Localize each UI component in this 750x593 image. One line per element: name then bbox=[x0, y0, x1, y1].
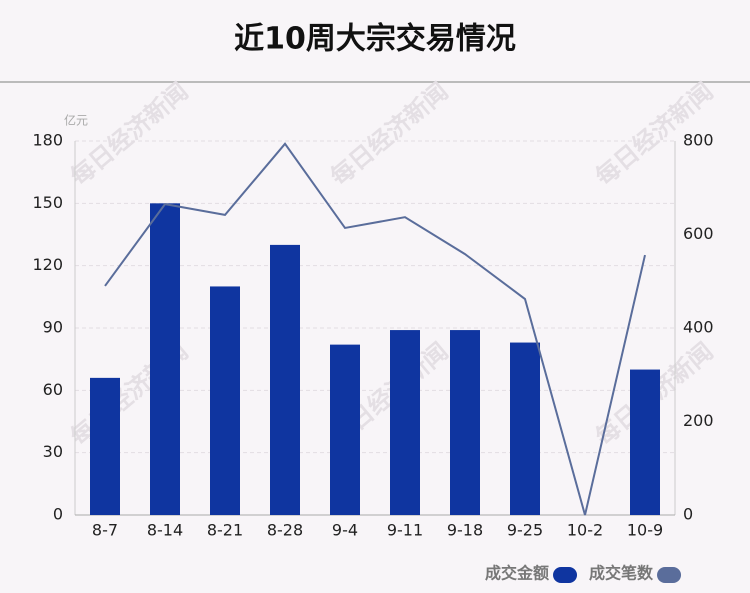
y-tick-label: 90 bbox=[43, 318, 63, 337]
x-tick-label: 8-14 bbox=[147, 521, 183, 540]
x-tick-label: 9-11 bbox=[387, 521, 423, 540]
y2-tick-label: 600 bbox=[683, 224, 714, 243]
y-tick-label: 150 bbox=[32, 193, 63, 212]
line bbox=[104, 142, 646, 516]
bar bbox=[270, 244, 300, 515]
bar bbox=[510, 342, 540, 515]
x-tick-label: 8-7 bbox=[92, 521, 118, 540]
x-tick-label: 8-21 bbox=[207, 521, 243, 540]
legend-swatch bbox=[657, 567, 682, 583]
y-tick-label: 180 bbox=[32, 131, 63, 150]
y-tick-label: 120 bbox=[32, 255, 63, 274]
legend-swatch bbox=[553, 567, 578, 583]
bar bbox=[90, 377, 120, 515]
x-tick-label: 9-4 bbox=[332, 521, 358, 540]
header-bg bbox=[0, 0, 750, 82]
y-tick-label: 30 bbox=[43, 442, 63, 461]
watermark: 每日经济新闻 bbox=[65, 77, 193, 191]
x-tick-label: 10-2 bbox=[567, 521, 603, 540]
x-tick-label: 8-28 bbox=[267, 521, 303, 540]
x-tick-label: 10-9 bbox=[627, 521, 663, 540]
bar bbox=[150, 203, 180, 516]
y-tick-label: 0 bbox=[53, 505, 63, 524]
chart-title: 近10周大宗交易情况 bbox=[234, 22, 516, 57]
legend-label: 成交金额 bbox=[485, 564, 549, 583]
bar bbox=[390, 330, 420, 515]
y2-tick-label: 400 bbox=[683, 318, 714, 337]
y-tick-label: 60 bbox=[43, 380, 63, 399]
y2-tick-label: 200 bbox=[683, 411, 714, 430]
x-tick-label: 9-18 bbox=[447, 521, 483, 540]
y2-tick-label: 0 bbox=[683, 505, 693, 524]
bar bbox=[630, 369, 660, 515]
y2-tick-label: 800 bbox=[683, 131, 714, 150]
bar bbox=[330, 344, 360, 515]
legend-label: 成交笔数 bbox=[589, 564, 654, 583]
y-axis-unit: 亿元 bbox=[64, 113, 88, 128]
bar bbox=[450, 330, 480, 515]
watermark: 每日经济新闻 bbox=[325, 77, 453, 191]
bar bbox=[210, 286, 240, 515]
x-tick-label: 9-25 bbox=[507, 521, 543, 540]
